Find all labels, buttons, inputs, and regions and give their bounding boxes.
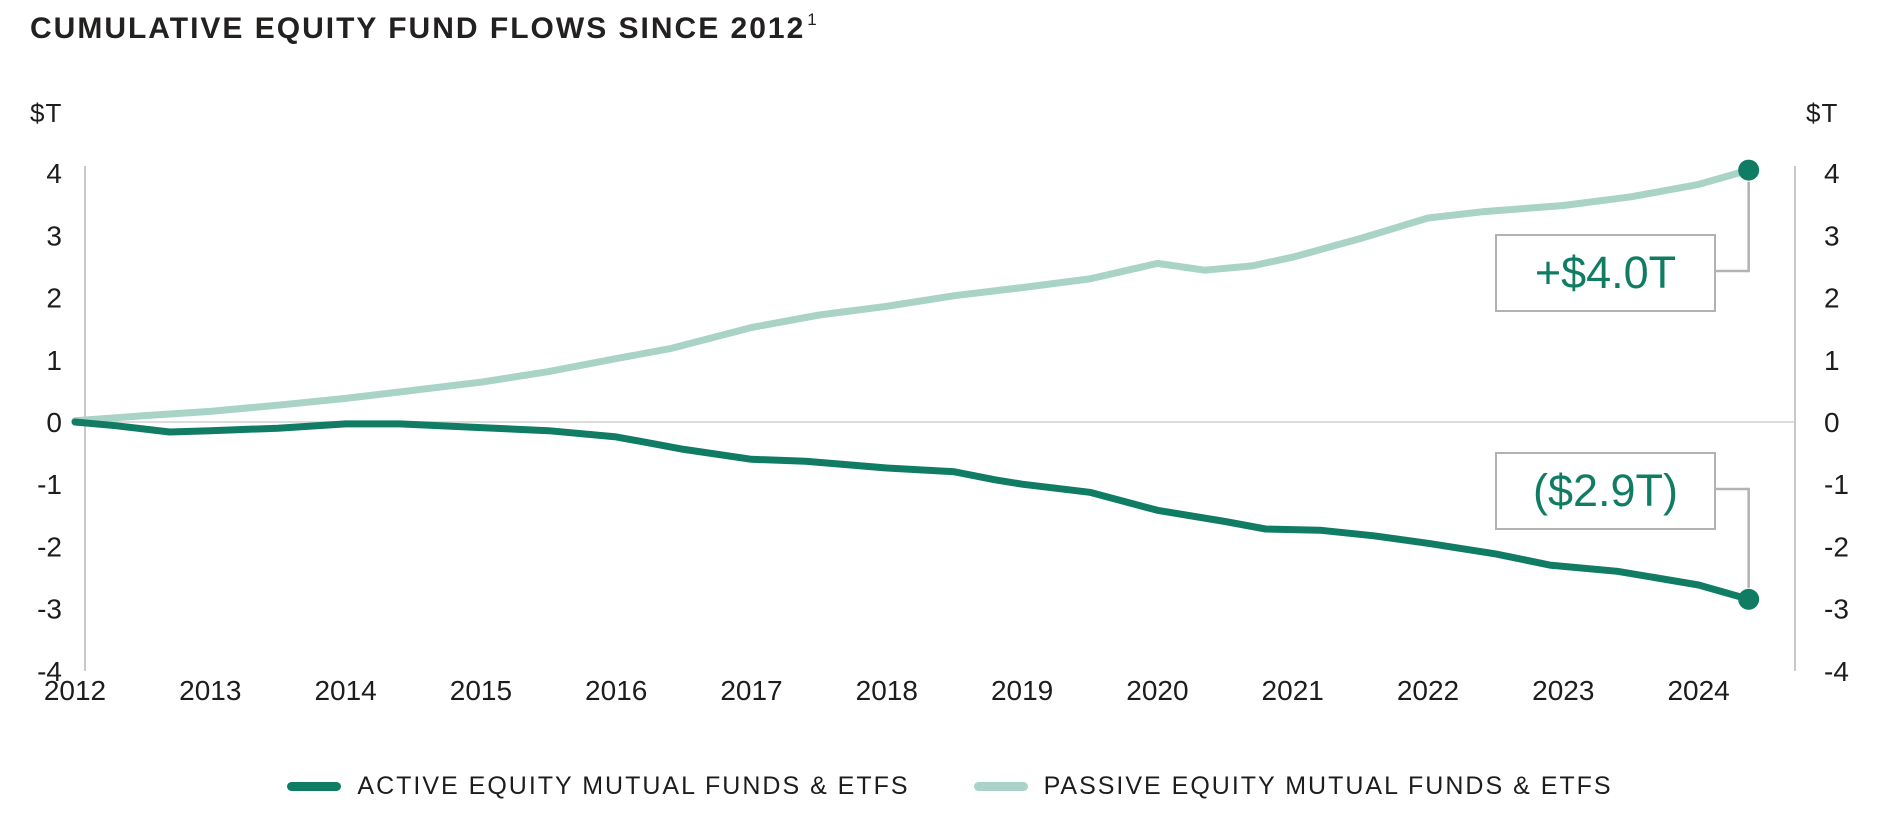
x-tick-label: 2023: [1532, 675, 1594, 706]
series-line-passive: [71, 166, 1753, 425]
active-series-swatch-icon: [287, 782, 342, 791]
x-tick-label: 2018: [856, 675, 918, 706]
x-tick-label: 2022: [1397, 675, 1459, 706]
y-tick-label-left: -1: [37, 469, 62, 500]
legend-item-active: ACTIVE EQUITY MUTUAL FUNDS & ETFS: [287, 772, 909, 801]
legend-item-passive: PASSIVE EQUITY MUTUAL FUNDS & ETFS: [973, 772, 1613, 801]
passive-callout-connector: [1712, 181, 1750, 273]
passive-series-swatch-icon: [973, 782, 1028, 791]
x-tick-label: 2015: [450, 675, 512, 706]
y-tick-label-right: -1: [1824, 469, 1849, 500]
y-tick-label-right: 2: [1824, 283, 1840, 314]
legend-label-passive: PASSIVE EQUITY MUTUAL FUNDS & ETFS: [1043, 772, 1613, 800]
y-tick-label-right: 0: [1824, 407, 1840, 438]
y-axis-unit-right: $T: [1806, 98, 1839, 128]
x-tick-label: 2019: [991, 675, 1053, 706]
x-tick-label: 2014: [314, 675, 376, 706]
x-tick-label: 2024: [1667, 675, 1729, 706]
active-endpoint-dot: [1738, 588, 1760, 610]
chart-legend: ACTIVE EQUITY MUTUAL FUNDS & ETFS PASSIV…: [0, 772, 1900, 801]
x-tick-label: 2016: [585, 675, 647, 706]
y-tick-label-left: 2: [46, 283, 62, 314]
active-endpoint-callout: ($2.9T): [1495, 452, 1716, 530]
y-tick-label-left: -2: [37, 531, 62, 562]
x-tick-label: 2017: [720, 675, 782, 706]
passive-endpoint-dot: [1738, 159, 1760, 181]
y-tick-label-left: 1: [46, 345, 62, 376]
y-tick-label-right: -3: [1824, 594, 1849, 625]
x-tick-label: 2020: [1126, 675, 1188, 706]
active-callout-connector: [1712, 487, 1750, 588]
legend-label-active: ACTIVE EQUITY MUTUAL FUNDS & ETFS: [357, 772, 910, 800]
chart-title-text: CUMULATIVE EQUITY FUND FLOWS SINCE 2012: [30, 12, 806, 45]
y-tick-label-left: 4: [46, 158, 62, 189]
x-tick-label: 2013: [179, 675, 241, 706]
x-tick-label: 2021: [1262, 675, 1324, 706]
y-tick-label-left: 3: [46, 220, 62, 251]
x-tick-label: 2012: [44, 675, 106, 706]
footnote-marker: 1: [807, 10, 817, 29]
y-tick-label-left: 0: [46, 407, 62, 438]
chart-title: CUMULATIVE EQUITY FUND FLOWS SINCE 2012 1: [30, 10, 817, 46]
y-tick-label-right: 4: [1824, 158, 1840, 189]
y-axis-unit-left: $T: [30, 98, 63, 128]
y-tick-label-right: 1: [1824, 345, 1840, 376]
y-tick-label-left: -4: [37, 656, 62, 687]
y-tick-label-right: -4: [1824, 656, 1849, 687]
passive-endpoint-callout: +$4.0T: [1495, 234, 1716, 312]
y-tick-label-right: -2: [1824, 531, 1849, 562]
series-line-active: [71, 418, 1753, 603]
y-tick-label-left: -3: [37, 594, 62, 625]
y-tick-label-right: 3: [1824, 220, 1840, 251]
